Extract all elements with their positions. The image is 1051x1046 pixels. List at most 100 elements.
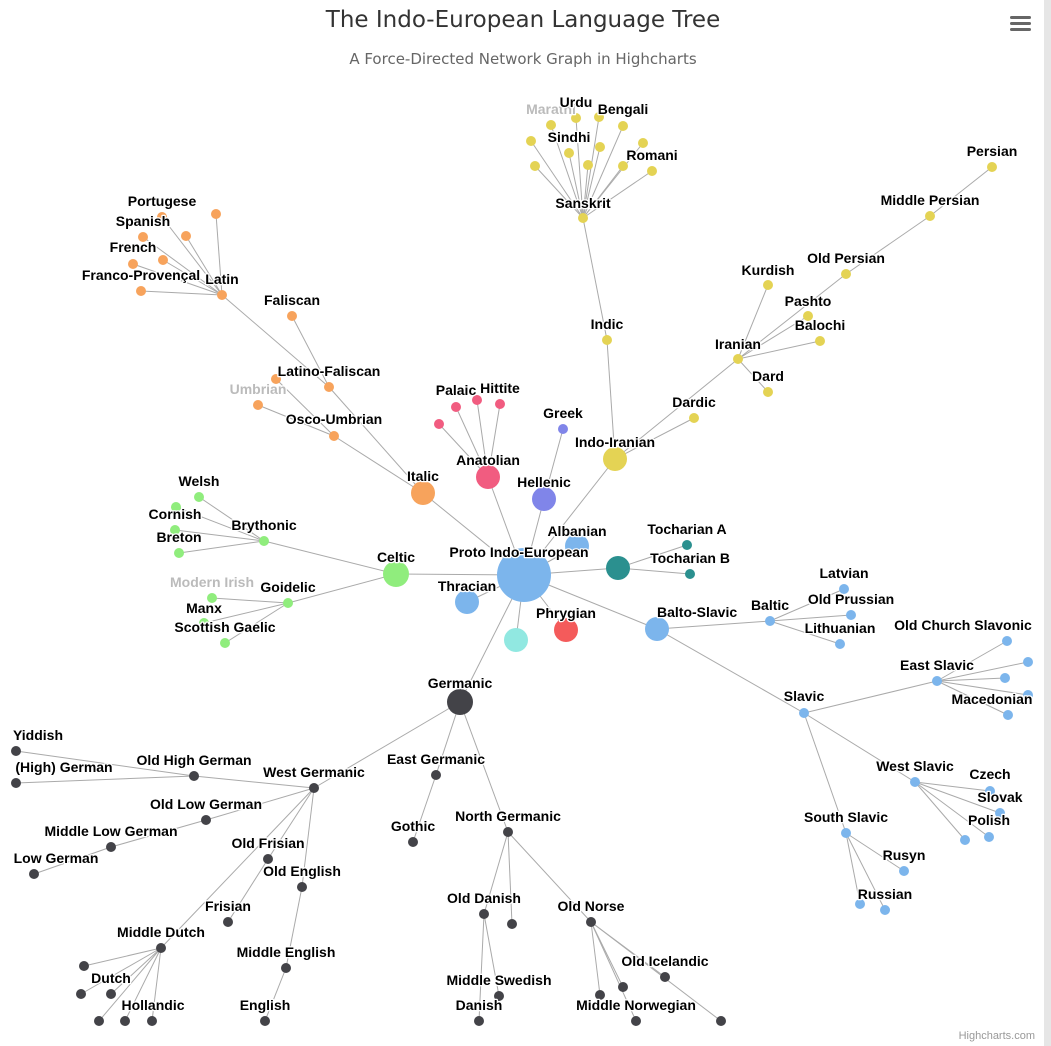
node-sanskrit[interactable] (578, 213, 588, 223)
node-latin-child-2[interactable] (181, 231, 191, 241)
node-modern-irish[interactable] (207, 593, 217, 603)
node-lithuanian[interactable] (835, 639, 845, 649)
node-middle-persian[interactable] (925, 211, 935, 221)
node-celtic[interactable] (383, 561, 409, 587)
node-franco-proven-al[interactable] (136, 286, 146, 296)
node-cornish[interactable] (170, 525, 180, 535)
node-old-low-german[interactable] (201, 815, 211, 825)
node-old-english[interactable] (297, 882, 307, 892)
node-middle-dutch[interactable] (156, 943, 166, 953)
node-manx[interactable] (199, 618, 209, 628)
node-hollandic[interactable] (120, 1016, 130, 1026)
node-breton[interactable] (174, 548, 184, 558)
node-palaic[interactable] (451, 402, 461, 412)
node-baltic[interactable] (765, 616, 775, 626)
node-north-germanic[interactable] (503, 827, 513, 837)
node-sanskrit-child-6[interactable] (618, 161, 628, 171)
node-old-norse-child-3[interactable] (716, 1016, 726, 1026)
node-east-slavic-child-3[interactable] (1023, 690, 1033, 700)
node-middle-dutch-child-4[interactable] (147, 1016, 157, 1026)
node-brythonic[interactable] (259, 536, 269, 546)
node-north-germanic-child[interactable] (507, 919, 517, 929)
node-middle-swedish[interactable] (494, 991, 504, 1001)
node-persian[interactable] (987, 162, 997, 172)
node-gothic[interactable] (408, 837, 418, 847)
node-sindhi[interactable] (564, 148, 574, 158)
node-middle-norwegian[interactable] (631, 1016, 641, 1026)
node-latvian[interactable] (839, 584, 849, 594)
node-sanskrit-child-1[interactable] (526, 136, 536, 146)
node-greek[interactable] (558, 424, 568, 434)
node-french[interactable] (128, 259, 138, 269)
node-albanian[interactable] (565, 534, 589, 558)
node-hellenic[interactable] (532, 487, 556, 511)
node-frisian[interactable] (223, 917, 233, 927)
node-south-slavic[interactable] (841, 828, 851, 838)
node-sanskrit-child-3[interactable] (594, 112, 604, 122)
node-anatolian[interactable] (476, 465, 500, 489)
node-west-germanic[interactable] (309, 783, 319, 793)
node-unlabeled-branch[interactable] (504, 628, 528, 652)
node-germanic[interactable] (447, 689, 473, 715)
node-thracian[interactable] (455, 590, 479, 614)
node-tocharian[interactable] (606, 556, 630, 580)
node-iranian[interactable] (733, 354, 743, 364)
node-south-slavic-child[interactable] (855, 899, 865, 909)
node-dard[interactable] (763, 387, 773, 397)
node-dardic[interactable] (689, 413, 699, 423)
node-marathi[interactable] (546, 120, 556, 130)
node-latino-faliscan[interactable] (324, 382, 334, 392)
node-middle-dutch-child-1[interactable] (79, 961, 89, 971)
node-osco-umbrian[interactable] (329, 431, 339, 441)
node-slavic[interactable] (799, 708, 809, 718)
node-old-norse-child-2[interactable] (618, 982, 628, 992)
node-indic[interactable] (602, 335, 612, 345)
node-tocharian-b[interactable] (685, 569, 695, 579)
node-english[interactable] (260, 1016, 270, 1026)
node-rusyn[interactable] (899, 866, 909, 876)
node-tocharian-a[interactable] (682, 540, 692, 550)
node-slovak[interactable] (995, 808, 1005, 818)
credits-link[interactable]: Highcharts.com (959, 1030, 1035, 1042)
node-middle-english[interactable] (281, 963, 291, 973)
node-portugese[interactable] (157, 212, 167, 222)
node-high-german[interactable] (11, 778, 21, 788)
node-hittite[interactable] (495, 399, 505, 409)
hamburger-menu-icon[interactable] (1003, 8, 1037, 40)
node-old-high-german[interactable] (189, 771, 199, 781)
node-latin-child-3[interactable] (158, 255, 168, 265)
node-old-danish[interactable] (479, 909, 489, 919)
node-kurdish[interactable] (763, 280, 773, 290)
node-italic[interactable] (411, 481, 435, 505)
node-czech[interactable] (985, 786, 995, 796)
node-romani[interactable] (647, 166, 657, 176)
node-old-church-slavonic[interactable] (1002, 636, 1012, 646)
node-old-prussian[interactable] (846, 610, 856, 620)
node-old-persian[interactable] (841, 269, 851, 279)
node-phrygian[interactable] (554, 618, 578, 642)
node-spanish[interactable] (138, 232, 148, 242)
node-old-icelandic[interactable] (660, 972, 670, 982)
node-east-slavic[interactable] (932, 676, 942, 686)
node-middle-dutch-child-2[interactable] (76, 989, 86, 999)
node-faliscan[interactable] (287, 311, 297, 321)
node-east-slavic-child-2[interactable] (1000, 673, 1010, 683)
node-yiddish[interactable] (11, 746, 21, 756)
node-old-norse-child-1[interactable] (595, 990, 605, 1000)
node-umbrian[interactable] (253, 400, 263, 410)
node-old-frisian[interactable] (263, 854, 273, 864)
node-middle-dutch-child-3[interactable] (94, 1016, 104, 1026)
node-latin-child-1[interactable] (211, 209, 221, 219)
node-urdu[interactable] (571, 113, 581, 123)
node-west-slavic[interactable] (910, 777, 920, 787)
node-indo-iranian[interactable] (603, 447, 627, 471)
node-sanskrit-child-5[interactable] (638, 138, 648, 148)
node-goidelic[interactable] (283, 598, 293, 608)
node-danish[interactable] (474, 1016, 484, 1026)
node-russian[interactable] (880, 905, 890, 915)
node-polish[interactable] (984, 832, 994, 842)
node-brythonic-child[interactable] (171, 502, 181, 512)
node-sanskrit-child-7[interactable] (583, 160, 593, 170)
node-sanskrit-child-4[interactable] (595, 142, 605, 152)
node-sanskrit-child-2[interactable] (530, 161, 540, 171)
